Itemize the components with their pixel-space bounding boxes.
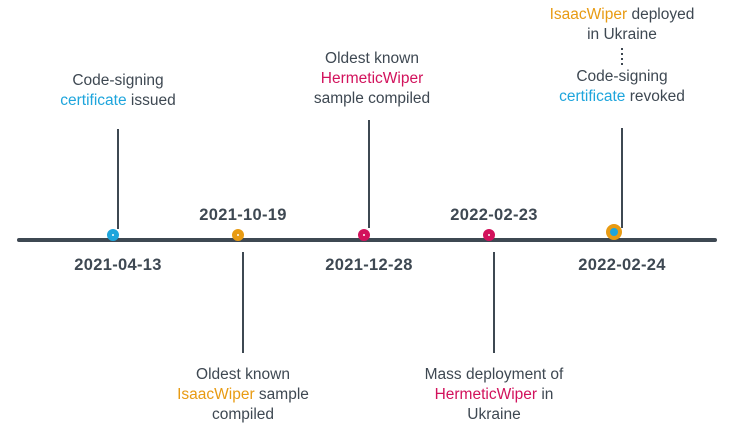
certificate-text: certificate bbox=[60, 92, 127, 109]
certificate-text: certificate bbox=[559, 88, 626, 105]
event-label-2-line-1: Oldest known bbox=[196, 366, 290, 383]
connector-event-3 bbox=[368, 120, 370, 228]
event-label-5-bottom-line-2: certificate revoked bbox=[559, 88, 685, 105]
event-label-2: Oldest known IsaacWiper sample compiled bbox=[143, 365, 343, 425]
event-label-1-line-1: Code-signing bbox=[72, 72, 164, 89]
event-label-2-line-3: compiled bbox=[211, 406, 275, 423]
event-date-2: 2021-10-19 bbox=[199, 206, 287, 224]
connector-event-2 bbox=[242, 252, 244, 353]
event-label-3-line-3: sample compiled bbox=[313, 90, 431, 107]
event-label-3-line-2: HermeticWiper bbox=[272, 69, 472, 89]
timeline-node-2 bbox=[232, 229, 244, 241]
event-label-4-line-3: Ukraine bbox=[467, 406, 521, 423]
event-date-5: 2022-02-24 bbox=[578, 256, 666, 274]
event-label-1: Code-signing certificate issued bbox=[18, 71, 218, 111]
event-label-4-line-2: HermeticWiper in bbox=[434, 386, 554, 403]
isaacwiper-text: IsaacWiper bbox=[549, 6, 628, 23]
event-label-5-bottom-line-1: Code-signing bbox=[576, 68, 668, 85]
dotted-separator bbox=[621, 48, 623, 65]
event-label-5-top-line-2: in Ukraine bbox=[587, 26, 657, 43]
event-label-1-line-2: certificate issued bbox=[60, 92, 176, 109]
isaacwiper-text: IsaacWiper bbox=[177, 386, 255, 403]
event-label-2-line-2: IsaacWiper sample bbox=[177, 386, 309, 403]
event-date-3: 2021-12-28 bbox=[325, 256, 413, 274]
timeline-node-1 bbox=[107, 229, 119, 241]
connector-event-5 bbox=[621, 128, 623, 228]
event-label-4: Mass deployment of HermeticWiper in Ukra… bbox=[394, 365, 594, 425]
hermeticwiper-text: HermeticWiper bbox=[434, 386, 538, 403]
event-label-3-line-1: Oldest known bbox=[325, 50, 419, 67]
connector-event-4 bbox=[493, 252, 495, 353]
timeline-node-5 bbox=[610, 228, 618, 236]
connector-event-1 bbox=[117, 129, 119, 229]
timeline-node-3 bbox=[358, 229, 370, 241]
event-date-4: 2022-02-23 bbox=[450, 206, 538, 224]
event-label-5-top-line-1: IsaacWiper deployed bbox=[549, 6, 695, 23]
timeline-node-4 bbox=[483, 229, 495, 241]
event-label-5: IsaacWiper deployed in Ukraine Code-sign… bbox=[522, 5, 722, 107]
event-label-3: Oldest known HermeticWiper sample compil… bbox=[272, 49, 472, 109]
event-label-4-line-1: Mass deployment of bbox=[424, 366, 564, 383]
event-date-1: 2021-04-13 bbox=[74, 256, 162, 274]
hermeticwiper-text: HermeticWiper bbox=[320, 70, 424, 87]
